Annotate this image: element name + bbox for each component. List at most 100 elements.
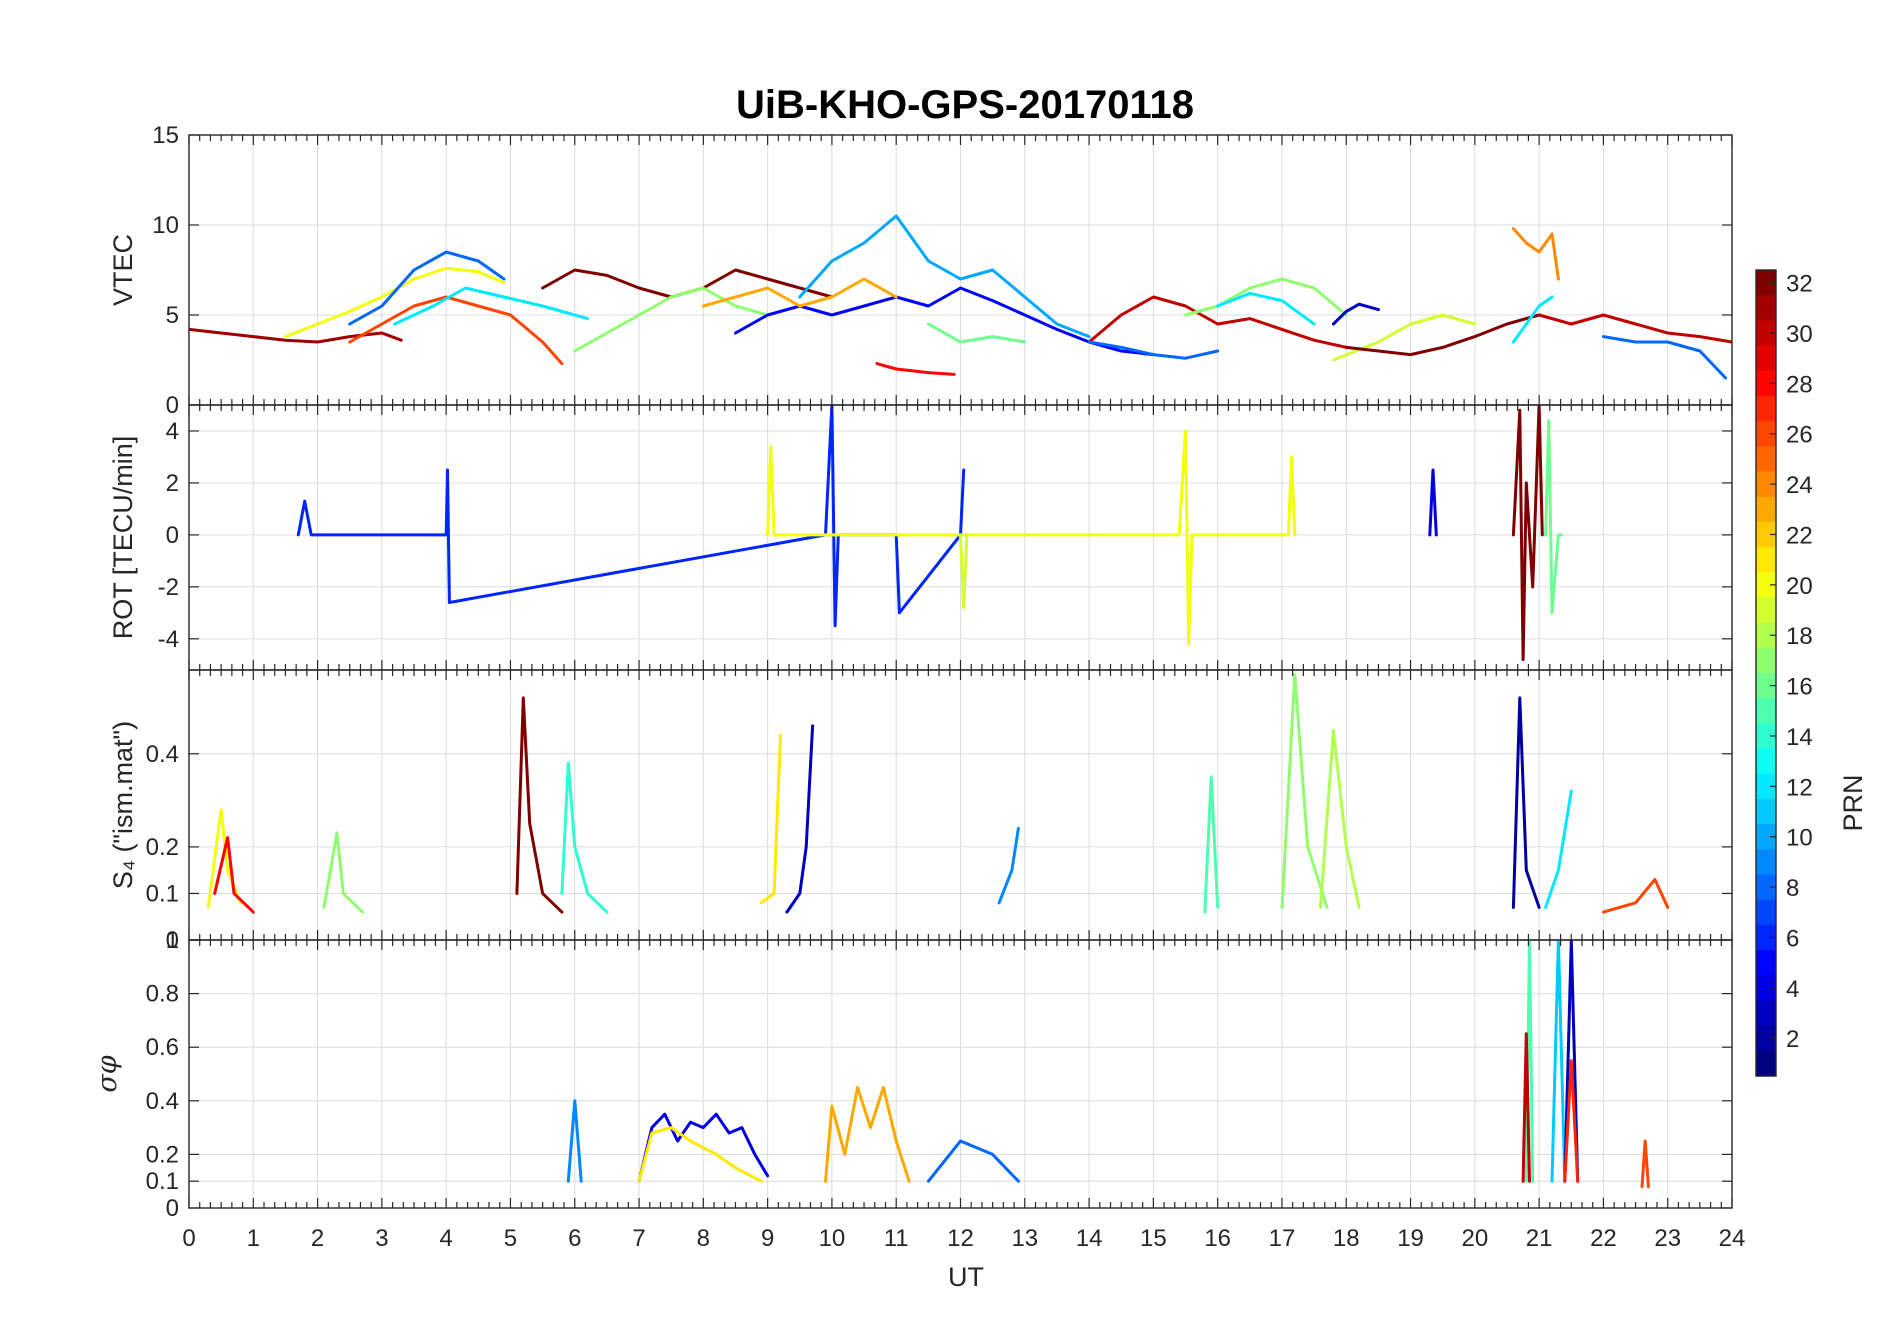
colorbar-segment xyxy=(1756,295,1776,321)
series-line-prn-17 xyxy=(1184,277,1348,317)
y-axis-label: ROT [TECU/min] xyxy=(108,436,138,640)
series-line-prn-12 xyxy=(1511,295,1554,344)
colorbar-label: PRN xyxy=(1838,774,1868,831)
series-line-prn-15 xyxy=(1203,775,1220,914)
colorbar-segment xyxy=(1756,798,1776,825)
series-line-prn-20 xyxy=(206,808,242,909)
colorbar-segment xyxy=(1756,647,1776,674)
y-tick-label: 15 xyxy=(152,122,179,149)
x-tick-label: 17 xyxy=(1269,1225,1296,1252)
x-tick-label: 16 xyxy=(1204,1225,1231,1252)
y-axis-label: σφ xyxy=(92,1055,123,1092)
panel-vtec: 0 5 10 15 VTEC xyxy=(108,122,1733,419)
x-tick-label: 14 xyxy=(1076,1225,1103,1252)
colorbar-segment xyxy=(1756,874,1776,901)
x-axis: 0 1 2 3 4 5 6 7 8 9 10 11 12 13 14 15 16 17 18 19 20 21 22 23 24 xyxy=(182,1225,1745,1252)
series-line-prn-20 xyxy=(283,266,506,339)
series-line-prn-26 xyxy=(1601,878,1670,914)
colorbar-tick-label: 30 xyxy=(1786,321,1813,348)
colorbar-segment xyxy=(1756,496,1776,523)
x-tick-label: 21 xyxy=(1526,1225,1553,1252)
x-tick-label: 12 xyxy=(947,1225,974,1252)
colorbar-tick-label: 6 xyxy=(1786,925,1799,952)
y-tick-label: 0.6 xyxy=(146,1034,179,1061)
series-line-prn-8 xyxy=(926,1139,1020,1183)
x-tick-label: 18 xyxy=(1333,1225,1360,1252)
y-tick-label: 5 xyxy=(166,302,179,329)
series-line-prn-4 xyxy=(637,1112,770,1183)
colorbar-segment xyxy=(1756,622,1776,649)
colorbar-segment xyxy=(1756,849,1776,876)
series-line-prn-23 xyxy=(701,277,898,308)
y-tick-label: 10 xyxy=(152,212,179,239)
y-axis-label: VTEC xyxy=(108,234,138,306)
colorbar-segment xyxy=(1756,270,1776,296)
series-line-prn-32 xyxy=(1511,405,1544,662)
x-tick-label: 4 xyxy=(439,1225,452,1252)
y-tick-label: 0.4 xyxy=(146,741,179,768)
colorbar-segment xyxy=(1756,673,1776,699)
series-line-prn-28 xyxy=(213,836,255,914)
colorbar-segment xyxy=(1756,446,1776,473)
colorbar-tick-label: 10 xyxy=(1786,825,1813,852)
colorbar-segment xyxy=(1756,950,1776,976)
series-line-prn-6 xyxy=(296,405,966,628)
y-tick-label: 0.1 xyxy=(146,1168,179,1195)
series-line-prn-5 xyxy=(734,286,1155,357)
colorbar-segment xyxy=(1756,748,1776,775)
series-line-prn-30 xyxy=(1521,1032,1531,1183)
series-line-prn-30 xyxy=(1537,313,1732,344)
series-line-prn-12 xyxy=(1544,789,1573,909)
y-tick-label: 4 xyxy=(166,418,179,445)
x-axis-label: UT xyxy=(948,1262,984,1292)
y-tick-label: 0.2 xyxy=(146,834,179,861)
y-tick-label: 0.8 xyxy=(146,981,179,1008)
series-line-prn-20 xyxy=(766,429,1297,646)
panel-s4: 0 0.1 0.2 0.4 S₄ ("ism.mat") xyxy=(108,669,1733,954)
series-line-prn-8 xyxy=(1601,335,1728,380)
series-line-prn-2 xyxy=(1511,696,1541,909)
series-line-prn-3 xyxy=(1331,302,1380,326)
y-tick-label: 2 xyxy=(166,470,179,497)
y-tick-label: 0 xyxy=(166,522,179,549)
series-group xyxy=(206,673,1670,914)
series-line-prn-10 xyxy=(798,214,1091,339)
colorbar-segment xyxy=(1756,975,1776,1002)
colorbar-tick-label: 20 xyxy=(1786,573,1813,600)
series-line-prn-21 xyxy=(759,733,782,905)
x-tick-label: 24 xyxy=(1719,1225,1746,1252)
panel-rot: -4 -2 0 2 4 ROT [TECU/min] xyxy=(108,404,1733,671)
colorbar-segment xyxy=(1756,320,1776,347)
colorbar-frame xyxy=(1755,269,1777,1077)
colorbar-segment xyxy=(1756,421,1776,447)
series-line-prn-21 xyxy=(637,1126,763,1183)
series-line-prn-31 xyxy=(189,327,403,344)
colorbar-tick-label: 24 xyxy=(1786,472,1813,499)
series-line-prn-8 xyxy=(1087,340,1220,360)
y-tick-label: -2 xyxy=(158,574,179,601)
colorbar-tick-label: 12 xyxy=(1786,774,1813,801)
colorbar-segment xyxy=(1756,521,1776,548)
x-tick-label: 2 xyxy=(311,1225,324,1252)
y-tick-label: 0 xyxy=(166,1195,179,1222)
series-group xyxy=(566,940,1650,1189)
y-tick-label: 1 xyxy=(166,927,179,954)
colorbar-tick-label: 18 xyxy=(1786,623,1813,650)
x-tick-label: 10 xyxy=(819,1225,846,1252)
series-line-prn-26 xyxy=(348,295,564,366)
colorbar-segment xyxy=(1756,471,1776,498)
series-line-prn-28 xyxy=(875,362,956,376)
x-tick-label: 3 xyxy=(375,1225,388,1252)
series-line-prn-17 xyxy=(1280,673,1329,909)
colorbar-segment xyxy=(1756,370,1776,397)
series-line-prn-3 xyxy=(1563,940,1580,1183)
series-line-prn-18 xyxy=(1319,729,1361,909)
colorbar-segment xyxy=(1756,698,1776,724)
series-line-prn-16 xyxy=(1544,419,1564,615)
colorbar-segment xyxy=(1756,547,1776,573)
series-line-prn-16 xyxy=(926,322,1027,344)
x-tick-label: 20 xyxy=(1461,1225,1488,1252)
x-tick-label: 15 xyxy=(1140,1225,1167,1252)
